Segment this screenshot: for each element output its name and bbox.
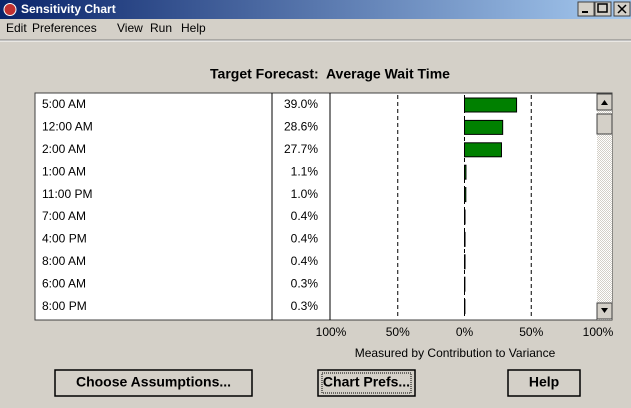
bar [464, 209, 466, 225]
bar [464, 164, 467, 180]
window-controls[interactable] [577, 1, 631, 17]
x-tick-label: 50% [519, 325, 543, 339]
button[interactable] [317, 369, 416, 397]
scroll-thumb[interactable] [596, 113, 613, 135]
bar [464, 97, 518, 113]
value-label: 1.1% [291, 164, 319, 178]
arrow-glyph [601, 308, 608, 313]
x-tick-label: 50% [386, 325, 410, 339]
row-label: 11:00 PM [42, 187, 92, 201]
bar [464, 231, 466, 247]
list-box [34, 92, 613, 321]
title-bar [0, 0, 631, 19]
row-label: 2:00 AM [42, 142, 86, 156]
value-label: 0.3% [291, 299, 319, 313]
row-label: 7:00 AM [42, 209, 86, 223]
scroll-track[interactable] [597, 94, 612, 320]
focus-ring [321, 372, 412, 394]
button-group: Choose Assumptions... Chart Prefs... Hel… [54, 369, 581, 397]
arrow-glyph [601, 100, 608, 105]
x-tick-label: 0% [456, 325, 474, 339]
menu-item[interactable]: Preferences [32, 21, 97, 35]
x-tick-label: 100% [316, 325, 347, 339]
bar [464, 119, 504, 135]
bar [464, 142, 502, 158]
close-glyph [617, 4, 627, 14]
menu-item[interactable]: Run [150, 21, 172, 35]
bar [464, 254, 466, 270]
button[interactable] [507, 369, 581, 397]
x-tick-label: 100% [583, 325, 614, 339]
row-label: 5:00 AM [42, 97, 86, 111]
value-label: 0.4% [291, 209, 319, 223]
row-label: 4:00 PM [42, 232, 87, 246]
minimize-button[interactable] [577, 1, 595, 17]
button[interactable] [54, 369, 253, 397]
value-label: 0.4% [291, 232, 319, 246]
x-axis-label: Measured by Contribution to Variance [355, 346, 556, 360]
value-label: 0.4% [291, 254, 319, 268]
row-label: 6:00 AM [42, 276, 86, 290]
window-title: Sensitivity Chart [21, 2, 116, 16]
maximize-glyph [597, 3, 608, 13]
button-label[interactable]: Help [529, 374, 559, 390]
button-label[interactable]: Chart Prefs... [323, 374, 410, 390]
row-label: 12:00 AM [42, 120, 93, 134]
minimize-glyph [582, 11, 588, 13]
value-label: 0.3% [291, 276, 319, 290]
value-label: 1.0% [291, 187, 319, 201]
app-icon [3, 3, 17, 16]
value-label: 27.7% [284, 142, 318, 156]
row-label: 1:00 AM [42, 164, 86, 178]
value-label: 28.6% [284, 120, 318, 134]
scrollbar[interactable] [596, 93, 613, 320]
menu-bar: Edit Preferences View Run Help [6, 21, 206, 35]
button-label[interactable]: Choose Assumptions... [76, 374, 231, 390]
menu-item[interactable]: Edit [6, 21, 27, 35]
row-label: 8:00 AM [42, 254, 86, 268]
chart-title: Target Forecast: Average Wait Time [210, 66, 450, 82]
menu-item[interactable]: View [117, 21, 143, 35]
menu-item[interactable]: Help [181, 21, 206, 35]
value-label: 39.0% [284, 97, 318, 111]
row-label: 8:00 PM [42, 299, 87, 313]
bar [464, 187, 467, 203]
